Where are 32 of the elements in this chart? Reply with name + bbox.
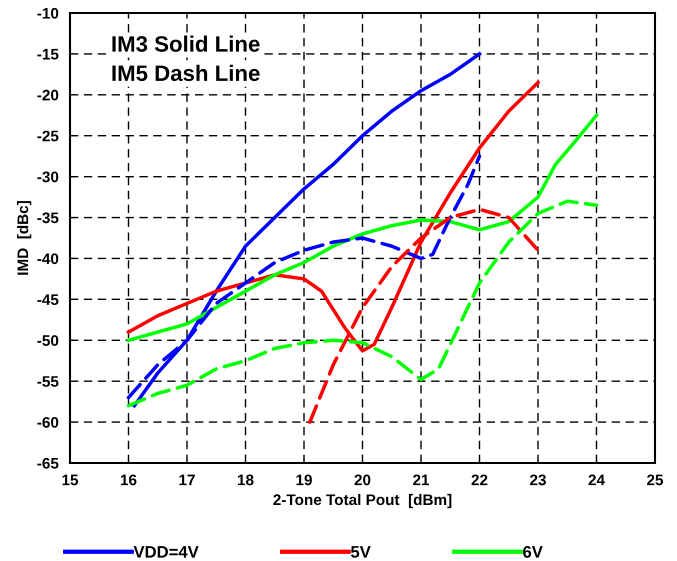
y-tick-label: -35 <box>37 212 58 224</box>
x-tick-label: 24 <box>588 474 605 486</box>
x-tick-label: 18 <box>238 474 254 486</box>
legend-label: 5V <box>350 546 371 558</box>
y-axis-title: IMD [dBc] <box>17 201 32 275</box>
y-tick-label: -10 <box>37 8 58 19</box>
legend-label: 6V <box>523 546 543 558</box>
annotation: IM5 Dash Line <box>112 64 260 82</box>
x-tick-label: 15 <box>62 474 78 486</box>
y-tick-label: -25 <box>37 130 58 142</box>
y-tick-label: -20 <box>37 90 58 101</box>
x-tick-label: 20 <box>354 474 370 486</box>
x-tick-label: 22 <box>472 474 488 486</box>
x-tick-label: 19 <box>296 474 312 486</box>
legend-label: VDD=4V <box>134 546 199 558</box>
x-tick-label: 21 <box>413 474 430 486</box>
y-tick-label: -55 <box>37 376 58 387</box>
y-tick-label: -15 <box>37 48 58 60</box>
line-series <box>126 114 598 342</box>
line-series <box>126 199 598 408</box>
x-axis-title: 2-Tone Total Pout [dBm] <box>273 494 452 508</box>
x-tick-label: 16 <box>120 474 136 486</box>
x-tick-label: 25 <box>647 474 664 486</box>
y-tick-label: -50 <box>37 335 58 346</box>
y-tick-label: -40 <box>37 253 58 264</box>
y-tick-label: -30 <box>37 172 58 182</box>
y-tick-label: -60 <box>37 416 58 428</box>
annotation: IM3 Solid Line <box>112 36 260 52</box>
y-tick-label: -45 <box>37 294 58 306</box>
x-tick-label: 17 <box>179 474 195 486</box>
y-tick-label: -65 <box>37 458 58 469</box>
x-tick-label: 23 <box>530 474 546 486</box>
